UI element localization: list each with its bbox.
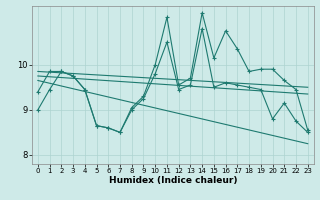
X-axis label: Humidex (Indice chaleur): Humidex (Indice chaleur)	[108, 176, 237, 185]
